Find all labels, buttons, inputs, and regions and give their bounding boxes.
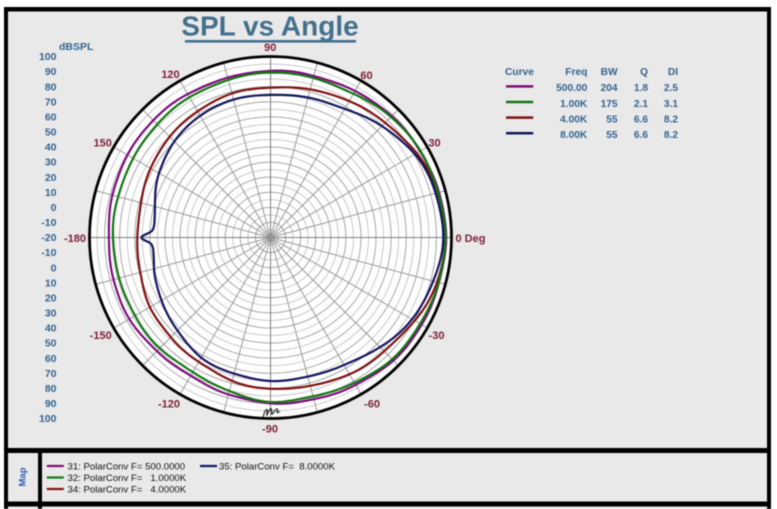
svg-text:500.00: 500.00 [556,83,587,94]
svg-text:10: 10 [45,277,57,289]
svg-text:8.2: 8.2 [664,114,678,125]
svg-text:0: 0 [51,202,57,214]
svg-text:60: 60 [360,70,372,82]
svg-text:-90: -90 [262,424,278,436]
svg-text:4.00K: 4.00K [560,114,588,125]
svg-text:-20: -20 [41,232,56,244]
svg-text:80: 80 [45,81,57,93]
svg-text:2.1: 2.1 [634,99,648,110]
svg-text:40: 40 [45,323,57,335]
svg-text:-30: -30 [429,330,445,342]
svg-text:60: 60 [45,111,57,123]
svg-text:30: 30 [45,157,57,169]
svg-text:35: PolarConv F= 8.0000K: 35: PolarConv F= 8.0000K [219,462,336,473]
svg-text:50: 50 [45,127,57,139]
svg-text:-150: -150 [90,330,112,342]
svg-text:55: 55 [606,130,618,141]
svg-text:30: 30 [428,137,440,149]
svg-text:204: 204 [601,83,618,94]
svg-text:-60: -60 [364,399,380,411]
svg-text:Curve: Curve [505,67,534,78]
svg-text:-120: -120 [158,399,180,411]
svg-text:0 Deg: 0 Deg [456,233,486,245]
svg-text:8.2: 8.2 [664,130,678,141]
svg-text:Map: Map [17,467,28,486]
svg-text:175: 175 [601,99,618,110]
svg-text:20: 20 [45,292,57,304]
svg-text:100: 100 [39,413,57,425]
svg-text:1.00K: 1.00K [560,99,588,110]
svg-text:90: 90 [45,398,57,410]
svg-text:dBSPL: dBSPL [59,41,94,53]
svg-text:Q: Q [640,67,648,78]
svg-text:120: 120 [161,69,179,81]
svg-text:BW: BW [601,67,618,78]
svg-text:34: PolarConv F= 4.0000K: 34: PolarConv F= 4.0000K [68,485,187,496]
svg-text:0: 0 [51,262,57,274]
svg-text:6.6: 6.6 [634,114,648,125]
svg-text:-10: -10 [41,247,56,259]
svg-text:6.6: 6.6 [634,130,648,141]
svg-text:60: 60 [45,353,57,365]
svg-text:3.1: 3.1 [664,99,678,110]
svg-text:31: PolarConv F= 500.0000: 31: PolarConv F= 500.0000 [68,462,186,473]
svg-text:-10: -10 [41,217,56,229]
svg-text:55: 55 [606,114,618,125]
svg-text:40: 40 [45,142,57,154]
svg-text:DI: DI [668,67,678,78]
svg-text:2.5: 2.5 [664,83,678,94]
svg-text:20: 20 [45,172,57,184]
svg-text:Freq: Freq [565,67,587,78]
svg-text:-180: -180 [64,233,86,245]
svg-text:32: PolarConv F= 1.0000K: 32: PolarConv F= 1.0000K [68,473,187,484]
svg-text:1.8: 1.8 [634,83,648,94]
svg-text:SPL vs Angle: SPL vs Angle [181,10,358,41]
svg-text:150: 150 [94,138,112,150]
svg-text:30: 30 [45,308,57,320]
svg-text:50: 50 [45,338,57,350]
svg-text:70: 70 [45,96,57,108]
svg-text:70: 70 [45,368,57,380]
svg-text:90: 90 [45,66,57,78]
svg-text:80: 80 [45,383,57,395]
svg-text:100: 100 [39,51,57,63]
svg-text:90: 90 [264,42,276,54]
svg-text:8.00K: 8.00K [560,130,588,141]
svg-text:10: 10 [45,187,57,199]
